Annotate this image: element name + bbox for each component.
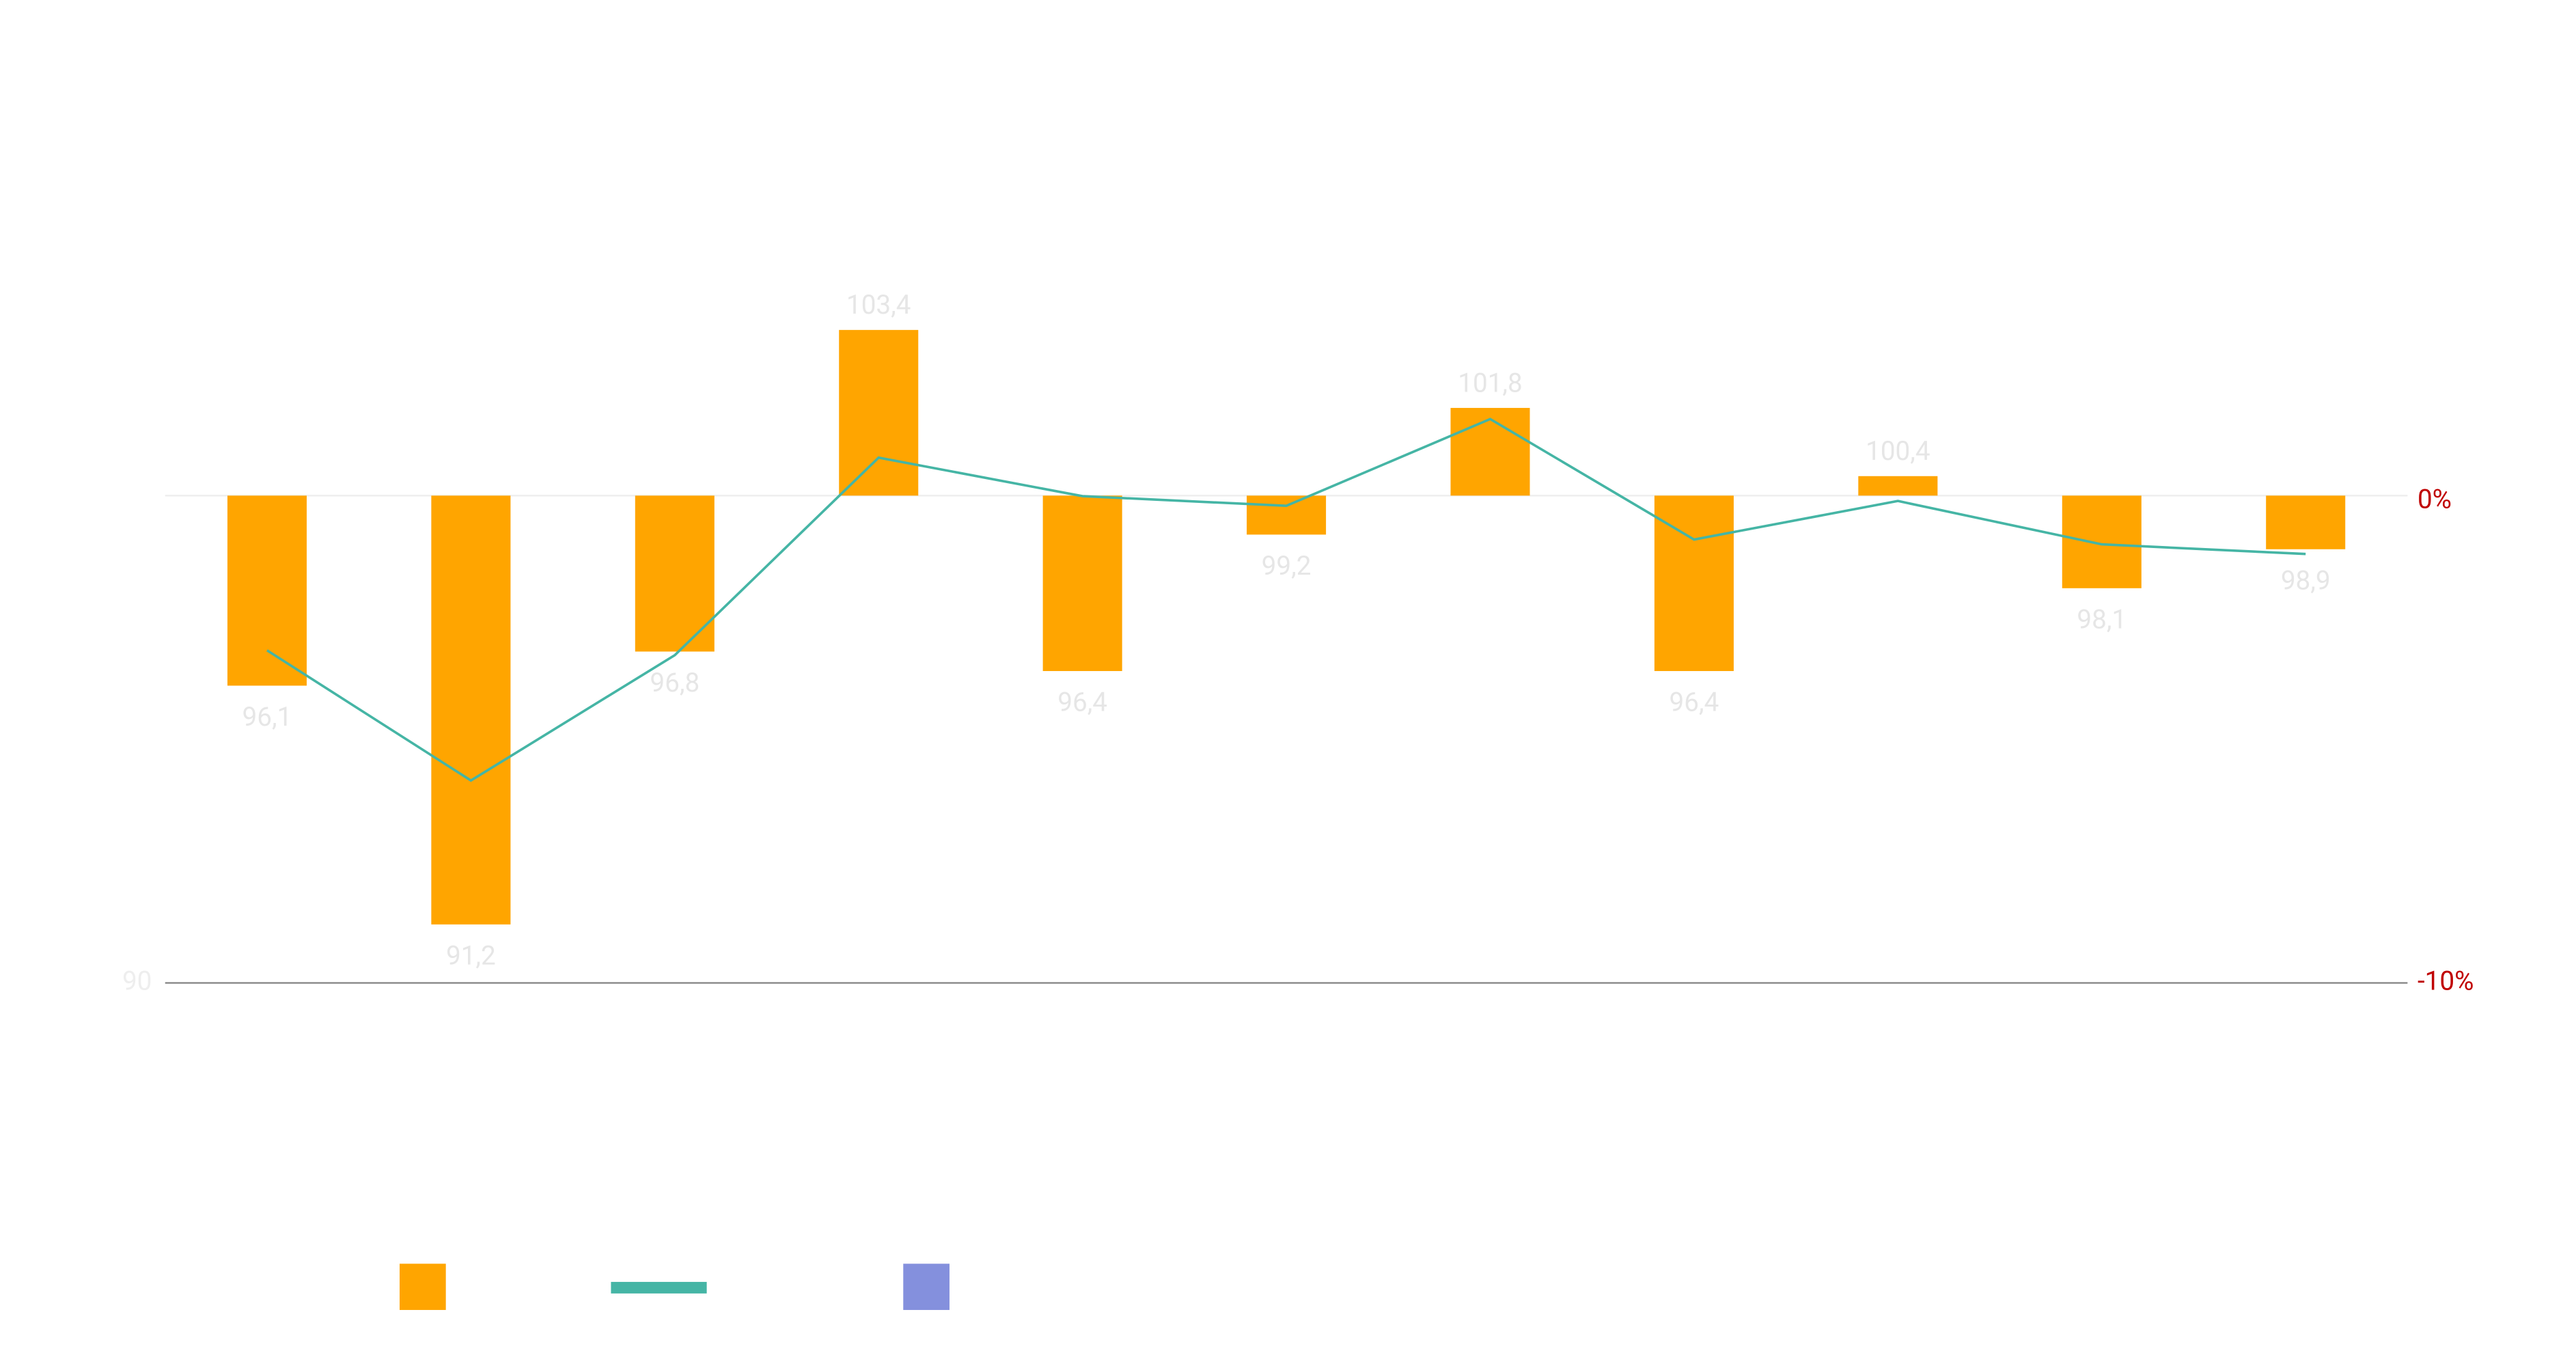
- bar: [635, 495, 715, 652]
- legend-swatch: [611, 1281, 707, 1294]
- data-label: 91,2: [446, 940, 496, 971]
- bar: [431, 495, 511, 925]
- data-label: 96,8: [650, 668, 700, 698]
- data-label: 101,8: [1458, 368, 1523, 398]
- bar: [1247, 495, 1327, 535]
- data-label: 96,4: [1057, 687, 1107, 718]
- data-label: 99,2: [1262, 551, 1312, 582]
- data-label: 100,4: [1866, 436, 1930, 467]
- y-tick-label: 90: [122, 966, 152, 997]
- line: [266, 418, 2306, 782]
- legend-swatch: [903, 1263, 950, 1311]
- bar: [1858, 476, 1938, 496]
- y2-tick-label: -10%: [2418, 966, 2474, 997]
- bar: [839, 329, 919, 496]
- data-label: 98,9: [2281, 565, 2331, 596]
- y2-tick-label: 0%: [2418, 484, 2452, 515]
- bar: [227, 495, 307, 686]
- bar: [1042, 495, 1122, 672]
- bar: [1450, 407, 1530, 496]
- data-label: 96,4: [1670, 687, 1719, 718]
- legend-swatch: [399, 1263, 446, 1311]
- bar: [2266, 495, 2346, 549]
- data-label: 98,1: [2077, 604, 2127, 635]
- bar: [2062, 495, 2142, 588]
- data-label: 96,1: [243, 702, 292, 733]
- data-label: 103,4: [846, 290, 911, 320]
